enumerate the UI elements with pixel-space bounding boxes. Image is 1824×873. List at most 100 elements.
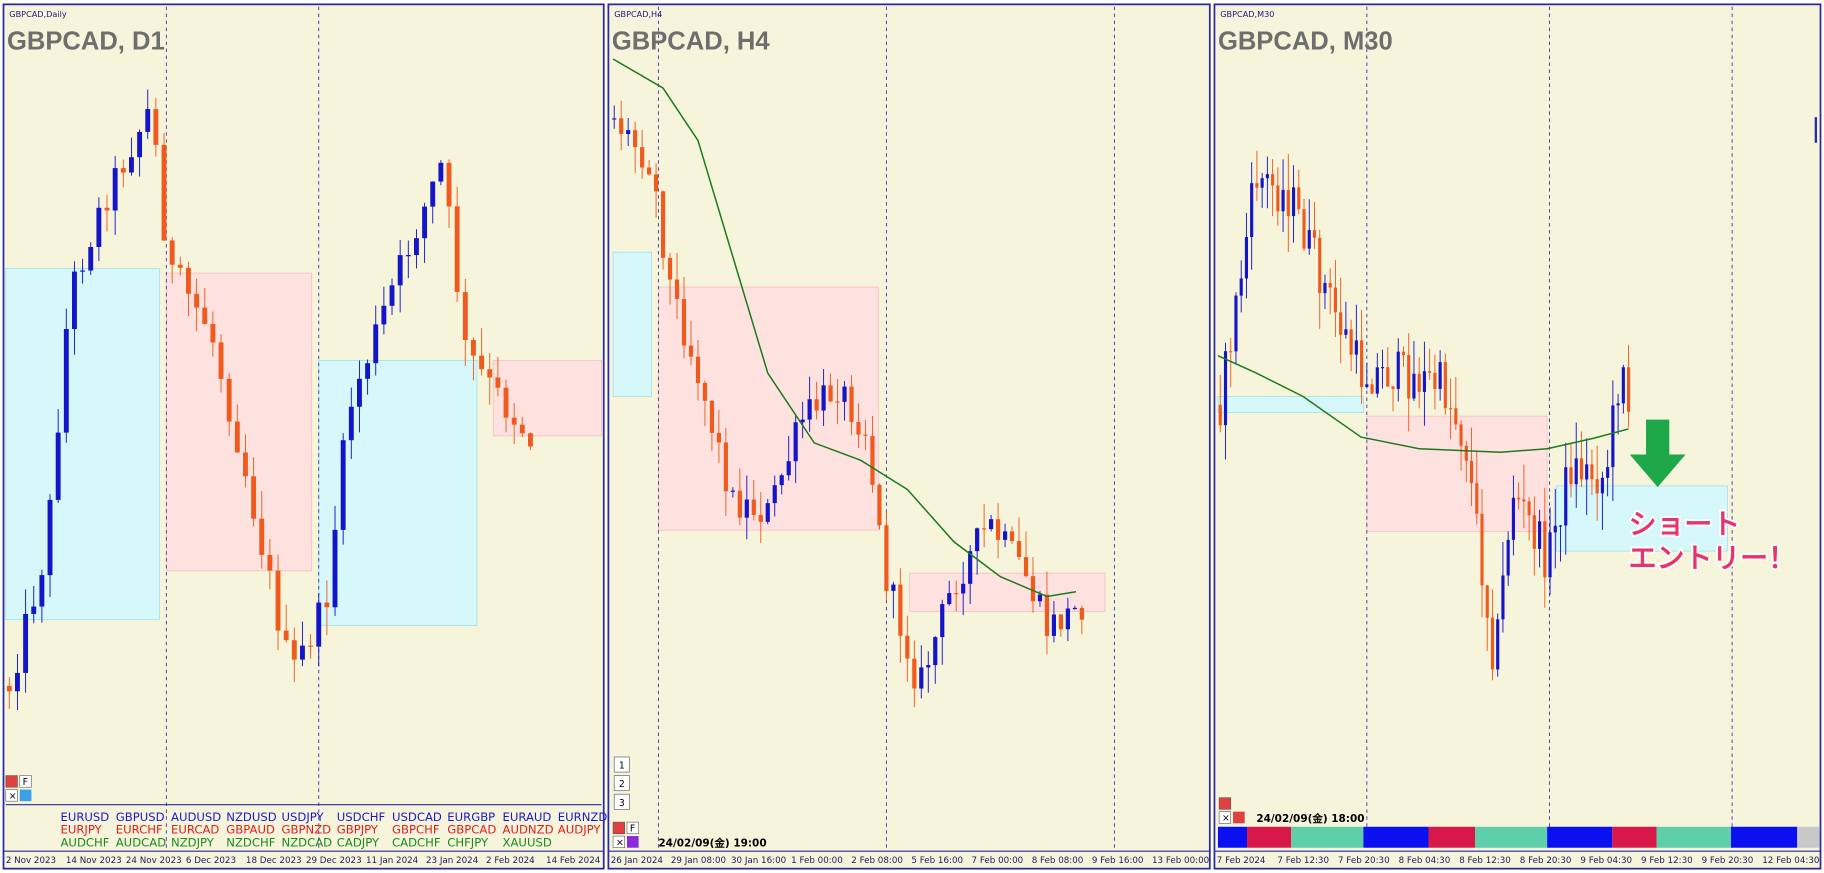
symbol-button[interactable]: NZDJPY bbox=[171, 836, 215, 850]
date-label: 7 Feb 20:30 bbox=[1338, 856, 1390, 866]
candle-body bbox=[891, 584, 896, 591]
symbol-button[interactable]: USDCHF bbox=[337, 810, 386, 824]
candle-body bbox=[758, 514, 763, 522]
candle-body bbox=[1527, 501, 1531, 516]
candle-body bbox=[503, 387, 509, 418]
close-button-text: × bbox=[616, 837, 624, 848]
symbol-button[interactable]: EURJPY bbox=[60, 823, 102, 837]
f-button[interactable] bbox=[19, 775, 32, 788]
candle-body bbox=[1030, 576, 1036, 602]
symbol-button[interactable]: GBPJPY bbox=[337, 823, 379, 837]
template-button[interactable] bbox=[613, 756, 630, 773]
candle-body bbox=[751, 499, 756, 515]
template-button-text: 2 bbox=[619, 779, 625, 790]
candle-body bbox=[381, 305, 387, 325]
date-label: 8 Feb 20:30 bbox=[1520, 856, 1572, 866]
date-label: 29 Jan 08:00 bbox=[671, 856, 726, 866]
candle-body bbox=[454, 206, 460, 293]
symbol-button[interactable]: EURGBP bbox=[447, 810, 495, 824]
candle-body bbox=[1002, 531, 1008, 540]
moving-average bbox=[1217, 354, 1629, 453]
date-label: 1 Feb 00:00 bbox=[791, 856, 843, 866]
candle-body bbox=[1271, 174, 1275, 186]
chart-label: GBPCAD,Daily bbox=[9, 9, 67, 19]
symbol-button[interactable]: EURAUD bbox=[503, 810, 552, 824]
candle-body bbox=[373, 324, 379, 364]
candle-body bbox=[1438, 362, 1442, 389]
candle-body bbox=[528, 433, 533, 447]
candle-body bbox=[1234, 295, 1238, 352]
zone bbox=[612, 251, 652, 397]
symbol-button[interactable]: CHFJPY bbox=[447, 836, 489, 850]
symbol-button[interactable]: AUDUSD bbox=[171, 810, 221, 824]
symbol-button[interactable]: AUDCAD bbox=[116, 836, 166, 850]
symbol-button[interactable]: AUDCHF bbox=[60, 836, 109, 850]
date-label: 24 Nov 2023 bbox=[126, 856, 182, 866]
select-button[interactable] bbox=[19, 789, 32, 802]
symbol-button[interactable]: EURCHF bbox=[116, 823, 163, 837]
date-label: 9 Feb 04:30 bbox=[1580, 856, 1632, 866]
candle-body bbox=[218, 342, 224, 379]
candle-body bbox=[716, 432, 721, 443]
session-bar bbox=[1656, 826, 1731, 848]
candle-body bbox=[695, 356, 701, 383]
candle-body bbox=[1229, 351, 1233, 353]
symbol-button[interactable]: AUDNZD bbox=[503, 823, 554, 837]
date-label: 30 Jan 16:00 bbox=[731, 856, 786, 866]
symbol-button[interactable]: GBPNZD bbox=[282, 823, 332, 837]
symbol-button[interactable]: CADCHF bbox=[392, 836, 441, 850]
candle-body bbox=[667, 257, 673, 280]
candle-body bbox=[1454, 408, 1458, 425]
symbol-button[interactable]: GBPCAD bbox=[447, 823, 496, 837]
symbol-button[interactable]: USDJPY bbox=[282, 810, 325, 824]
symbol-button[interactable]: EURUSD bbox=[60, 810, 109, 824]
symbol-button[interactable]: USDCAD bbox=[392, 810, 442, 824]
candle-body bbox=[316, 602, 322, 647]
minimize-button[interactable] bbox=[1218, 797, 1232, 810]
candle-body bbox=[23, 613, 29, 673]
candle-body bbox=[487, 369, 493, 378]
candle-body bbox=[612, 118, 617, 120]
symbol-button[interactable]: EURNZD bbox=[558, 810, 608, 824]
candle-body bbox=[961, 583, 966, 594]
candle-body bbox=[933, 637, 938, 666]
close-button[interactable] bbox=[1218, 811, 1232, 824]
symbol-button[interactable]: GBPUSD bbox=[116, 810, 165, 824]
symbol-button[interactable]: GBPAUD bbox=[226, 823, 275, 837]
symbol-button[interactable]: GBPCHF bbox=[392, 823, 440, 837]
symbol-button[interactable]: NZDUSD bbox=[226, 810, 276, 824]
select-button[interactable] bbox=[1233, 811, 1245, 824]
minimize-button[interactable] bbox=[612, 821, 625, 835]
candle-body bbox=[1590, 464, 1594, 480]
symbol-button[interactable]: NZDCAD bbox=[282, 836, 333, 850]
select-button[interactable] bbox=[627, 836, 639, 848]
template-button[interactable] bbox=[613, 793, 630, 810]
candle-body bbox=[47, 499, 53, 576]
date-label: 2 Nov 2023 bbox=[6, 856, 56, 866]
candle-body bbox=[1511, 497, 1515, 540]
candle-body bbox=[653, 174, 659, 192]
symbol-button[interactable]: EURCAD bbox=[171, 823, 219, 837]
session-bar bbox=[1363, 826, 1429, 848]
candle-body bbox=[975, 528, 980, 552]
symbol-button[interactable]: NZDCHF bbox=[226, 836, 275, 850]
date-label: 6 Dec 2023 bbox=[186, 856, 236, 866]
candle-body bbox=[856, 422, 861, 435]
session-bar bbox=[1547, 826, 1613, 848]
candle-body bbox=[169, 240, 175, 265]
close-button[interactable] bbox=[5, 789, 18, 802]
f-button[interactable] bbox=[626, 821, 639, 835]
symbol-button[interactable]: CADJPY bbox=[337, 836, 380, 850]
symbol-button[interactable]: AUDJPY bbox=[558, 823, 602, 837]
template-button[interactable] bbox=[613, 775, 630, 792]
minimize-button[interactable] bbox=[5, 775, 18, 788]
candle-body bbox=[674, 279, 680, 299]
candle-body bbox=[259, 518, 265, 555]
close-button[interactable] bbox=[612, 835, 625, 849]
date-label: 23 Jan 2024 bbox=[426, 856, 479, 866]
candle-body bbox=[1532, 515, 1536, 549]
symbol-button[interactable]: XAUUSD bbox=[503, 836, 552, 850]
candle-body bbox=[471, 340, 476, 356]
date-label: 13 Feb 00:00 bbox=[1152, 856, 1209, 866]
